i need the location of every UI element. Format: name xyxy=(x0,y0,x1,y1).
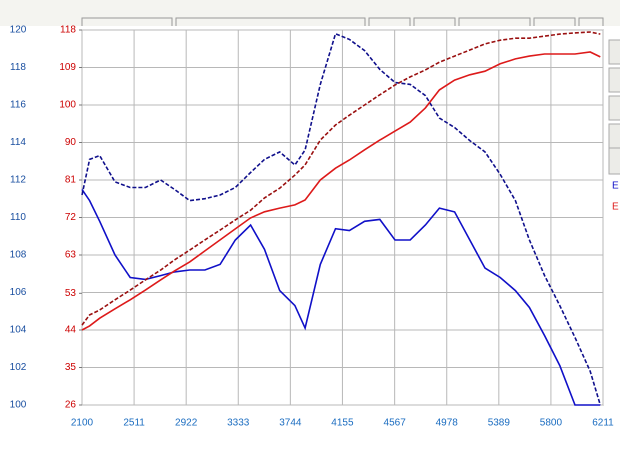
y-tick-label: 104 xyxy=(10,325,27,336)
y2-tick-label: 118 xyxy=(60,25,76,36)
x-tick-label: 4567 xyxy=(384,418,407,429)
series-line xyxy=(81,31,601,326)
y-tick-label: 118 xyxy=(10,62,26,73)
y2-tick-label: 72 xyxy=(65,212,77,223)
side-buttons[interactable] xyxy=(608,39,620,175)
toolbar-tabs xyxy=(81,17,604,26)
y2-tick-label: 63 xyxy=(65,250,77,261)
series-line xyxy=(81,51,601,331)
x-tick-label: 2922 xyxy=(175,418,198,429)
y2-tick-label: 35 xyxy=(65,362,77,373)
x-tick-label: 2511 xyxy=(123,418,145,429)
x-tick-label: 3744 xyxy=(279,418,302,429)
y-tick-label: 106 xyxy=(10,287,27,298)
x-tick-label: 2100 xyxy=(71,418,94,429)
legend-fragment: E xyxy=(612,181,619,192)
x-tick-label: 5800 xyxy=(540,418,563,429)
y-tick-label: 120 xyxy=(10,25,27,36)
x-tick-label: 4978 xyxy=(436,418,459,429)
x-tick-label: 3333 xyxy=(227,418,250,429)
y2-tick-label: 26 xyxy=(65,400,77,411)
series-line xyxy=(81,188,601,406)
y2-tick-label: 100 xyxy=(59,100,76,111)
y2-tick-label: 44 xyxy=(65,325,77,336)
y2-tick-label: 90 xyxy=(65,137,77,148)
series-line xyxy=(81,32,602,406)
y-tick-label: 112 xyxy=(10,175,26,186)
y-tick-label: 100 xyxy=(10,400,27,411)
x-tick-label: 4155 xyxy=(331,418,354,429)
x-tick-label: 5389 xyxy=(488,418,511,429)
y2-tick-label: 109 xyxy=(59,62,76,73)
y-tick-label: 108 xyxy=(10,250,27,261)
y-tick-label: 114 xyxy=(10,137,26,148)
y2-tick-label: 81 xyxy=(65,175,77,186)
y-tick-label: 102 xyxy=(10,362,27,373)
x-tick-label: 6211 xyxy=(592,418,614,429)
toolbar xyxy=(0,0,620,26)
legend-fragment: E xyxy=(612,202,619,213)
y2-tick-label: 53 xyxy=(65,288,77,299)
y-tick-label: 116 xyxy=(10,100,26,111)
y-tick-label: 110 xyxy=(10,212,26,223)
